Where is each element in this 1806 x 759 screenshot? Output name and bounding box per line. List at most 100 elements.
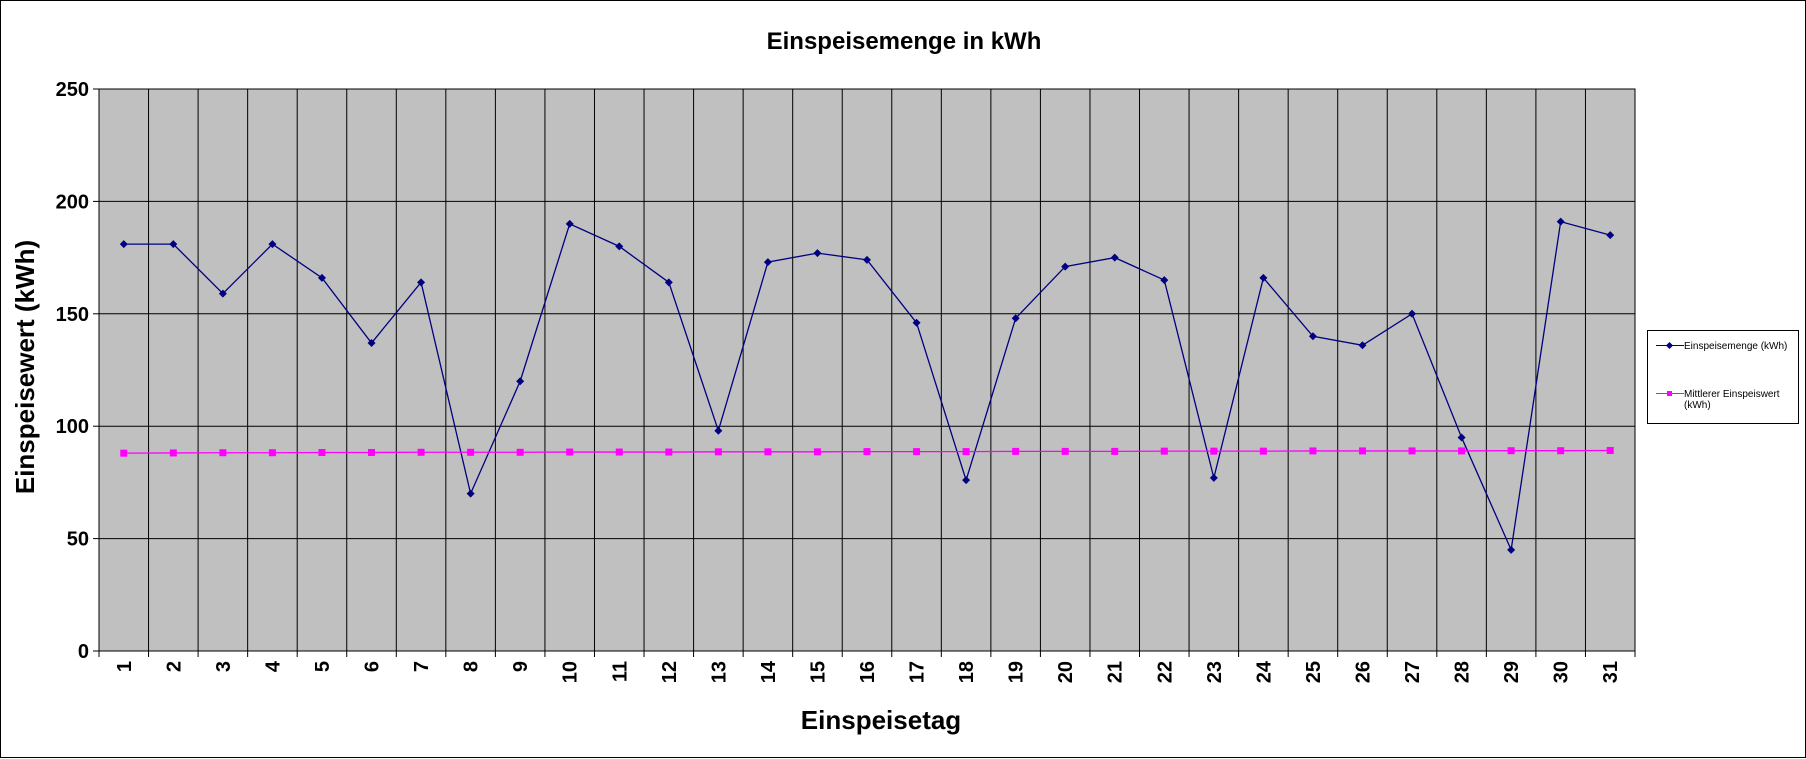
legend-swatch-square <box>1656 389 1684 399</box>
data-point-square <box>714 448 722 456</box>
x-tick-label: 10 <box>560 661 582 683</box>
x-tick-label: 2 <box>163 661 185 672</box>
y-tick-label: 100 <box>56 416 89 438</box>
legend-item-mittlerer: Mittlerer Einspeiswert (kWh) <box>1656 389 1794 411</box>
legend: Einspeisemenge (kWh) Mittlerer Einspeisw… <box>1647 330 1799 424</box>
data-point-diamond <box>218 289 227 298</box>
data-point-square <box>1111 447 1119 455</box>
data-point-square <box>368 449 376 457</box>
x-tick-label: 30 <box>1551 661 1573 683</box>
data-point-square <box>219 449 227 457</box>
data-point-square <box>962 448 970 456</box>
data-point-diamond <box>268 240 277 249</box>
x-tick-label: 18 <box>956 661 978 683</box>
data-point-diamond <box>417 278 426 287</box>
data-point-diamond <box>367 339 376 348</box>
x-tick-label: 11 <box>609 661 631 682</box>
x-tick-label: 13 <box>708 661 730 683</box>
x-tick-label: 24 <box>1253 660 1275 683</box>
data-point-diamond <box>169 240 178 249</box>
data-point-diamond <box>1308 332 1317 341</box>
data-point-square <box>1507 447 1515 455</box>
data-point-square <box>1458 447 1466 455</box>
data-point-square <box>566 448 574 456</box>
x-axis-label: Einspeisetag <box>801 705 961 735</box>
x-tick-label: 1 <box>114 661 136 672</box>
data-point-square <box>1012 447 1020 455</box>
data-point-square <box>1309 447 1317 455</box>
x-tick-label: 12 <box>659 661 681 683</box>
series <box>119 217 1615 554</box>
plot-area <box>98 88 1636 652</box>
x-tick-label: 16 <box>857 661 879 683</box>
data-point-square <box>1557 447 1565 455</box>
x-tick-label: 27 <box>1402 661 1424 683</box>
data-point-diamond <box>912 318 921 327</box>
data-point-diamond <box>1408 309 1417 318</box>
data-point-diamond <box>317 273 326 282</box>
x-tick-label: 26 <box>1352 661 1374 683</box>
x-tick-label: 9 <box>510 661 532 672</box>
legend-item-einspeisemenge: Einspeisemenge (kWh) <box>1656 341 1794 352</box>
chart-title: Einspeisemenge in kWh <box>767 28 1042 55</box>
data-point-square <box>1160 447 1168 455</box>
x-tick-label: 28 <box>1452 661 1474 683</box>
legend-label: Einspeisemenge (kWh) <box>1684 341 1788 352</box>
data-point-square <box>318 449 326 457</box>
y-tick-label: 200 <box>56 191 89 213</box>
x-tick-label: 6 <box>362 661 384 672</box>
data-point-diamond <box>565 219 574 228</box>
y-tick-label: 50 <box>67 529 89 551</box>
y-tick-label: 250 <box>56 79 89 101</box>
data-point-square <box>1408 447 1416 455</box>
x-tick-label: 31 <box>1600 661 1622 683</box>
y-axis-label: Einspeisewert (kWh) <box>10 240 40 494</box>
y-tick-label: 0 <box>78 641 89 663</box>
data-point-square <box>665 448 673 456</box>
data-point-square <box>1210 447 1218 455</box>
data-point-square <box>467 448 475 456</box>
data-point-square <box>615 448 623 456</box>
data-point-diamond <box>1011 314 1020 323</box>
grid <box>99 88 1635 651</box>
data-point-diamond <box>962 476 971 485</box>
data-point-square <box>813 448 821 456</box>
data-point-diamond <box>1061 262 1070 271</box>
x-tick-label: 20 <box>1055 661 1077 683</box>
x-tick-label: 21 <box>1105 661 1127 683</box>
data-point-square <box>1259 447 1267 455</box>
data-point-diamond <box>615 242 624 251</box>
data-point-square <box>516 448 524 456</box>
data-point-diamond <box>516 377 525 386</box>
data-point-diamond <box>1358 341 1367 350</box>
x-tick-label: 14 <box>758 660 780 683</box>
data-point-diamond <box>119 240 128 249</box>
data-point-diamond <box>1556 217 1565 226</box>
x-tick-label: 5 <box>312 661 334 672</box>
data-point-diamond <box>863 255 871 264</box>
legend-swatch-diamond <box>1656 341 1684 351</box>
data-point-diamond <box>763 258 772 267</box>
x-tick-label: 4 <box>262 660 284 672</box>
x-tick-label: 7 <box>411 661 433 672</box>
x-tick-label: 19 <box>1006 661 1028 683</box>
x-tick-label: 8 <box>461 661 483 672</box>
data-point-square <box>764 448 772 456</box>
data-point-square <box>913 448 921 456</box>
x-tick-label: 22 <box>1154 661 1176 683</box>
data-point-square <box>863 448 871 456</box>
x-tick-label: 17 <box>907 661 929 683</box>
x-tick-label: 29 <box>1501 661 1523 683</box>
data-point-diamond <box>1209 473 1218 482</box>
data-point-diamond <box>813 249 822 258</box>
data-point-diamond <box>714 426 723 435</box>
data-point-diamond <box>1160 276 1169 285</box>
data-point-diamond <box>1507 545 1516 554</box>
data-point-diamond <box>1606 231 1615 240</box>
data-point-diamond <box>1259 273 1268 282</box>
data-point-square <box>1358 447 1366 455</box>
data-point-square <box>268 449 276 457</box>
x-tick-label: 15 <box>807 661 829 683</box>
